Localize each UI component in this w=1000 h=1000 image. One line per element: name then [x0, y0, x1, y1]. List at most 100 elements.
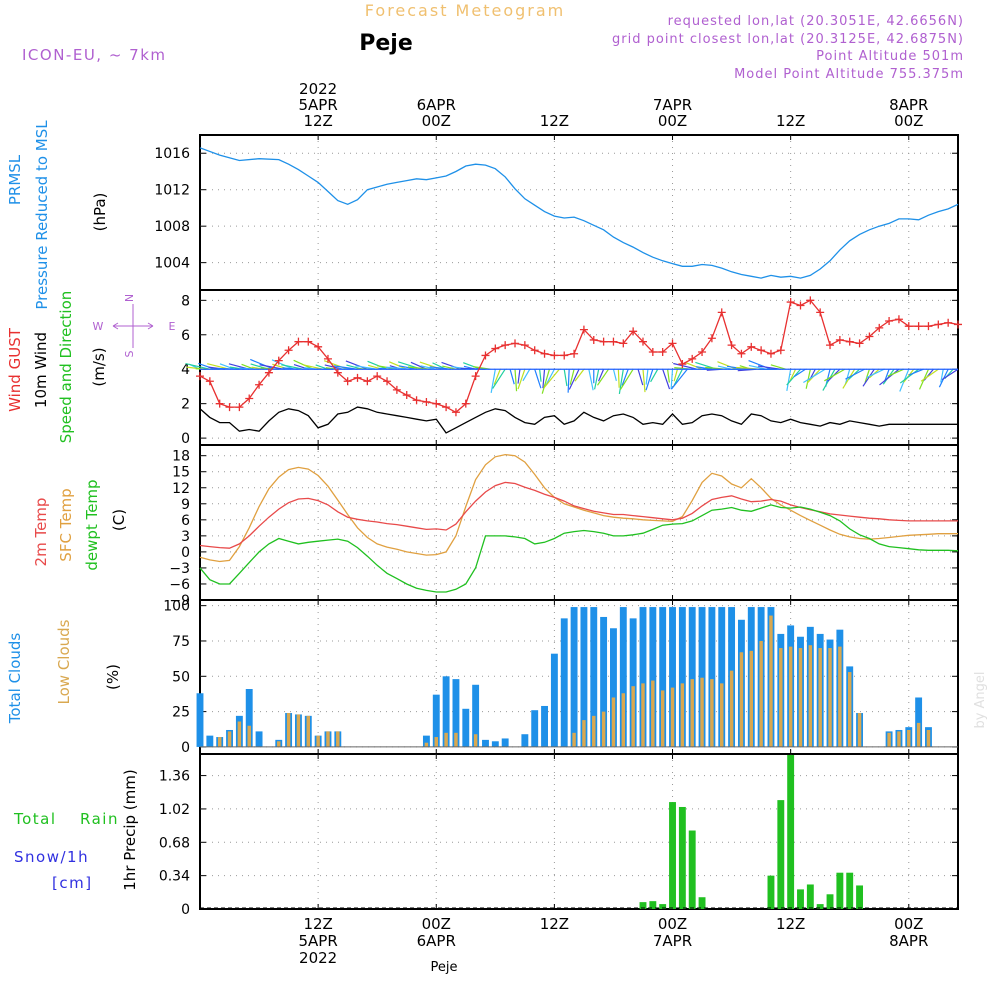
wind-direction-arrow	[389, 361, 407, 370]
pressure-line	[199, 147, 959, 279]
wind-direction-arrow	[514, 369, 518, 392]
wind-direction-arrow	[686, 362, 703, 370]
time-tick-label: 00Z	[658, 112, 687, 130]
wind-direction-arrow	[541, 369, 551, 394]
requested-coords: requested lon,lat (20.3051E, 42.6656N)	[668, 14, 964, 29]
wind-direction-arrow	[645, 369, 654, 391]
wind-tick-label: 6	[181, 328, 190, 344]
gust-marker	[668, 339, 677, 348]
wind-gust-label: Wind GUST	[6, 327, 24, 412]
precip-bar	[688, 830, 696, 909]
wind-direction-arrow	[618, 369, 624, 395]
precip-bar	[649, 901, 657, 909]
low-cloud-bar	[306, 715, 311, 747]
low-cloud-bar	[601, 711, 606, 747]
low-cloud-bar	[749, 650, 753, 747]
temp-tick-label: 6	[181, 513, 190, 529]
wind-direction-arrow	[920, 368, 939, 382]
wind-direction-arrow	[345, 360, 368, 370]
low-cloud-bar	[641, 683, 645, 747]
gust-marker	[796, 301, 805, 310]
time-tick-label: 7APR	[653, 96, 692, 114]
gust-marker	[766, 349, 775, 358]
pressure-label: PRMSL	[6, 154, 24, 205]
total-cloud-bar	[915, 697, 923, 747]
wind-direction-arrow	[509, 369, 515, 385]
low-cloud-bar	[700, 677, 704, 747]
gust-marker	[894, 315, 903, 324]
time-tick-label: 00Z	[658, 915, 687, 933]
low-cloud-bar	[887, 732, 891, 747]
pressure-tick-label: 1008	[154, 219, 190, 235]
low-cloud-bar	[680, 683, 685, 747]
gust-marker	[353, 373, 362, 382]
wind-direction-arrow	[302, 364, 324, 370]
gust-marker	[638, 337, 647, 346]
low-cloud-bar	[473, 734, 478, 747]
wind-direction-arrow	[597, 368, 605, 382]
pressure-tick-label: 1012	[154, 183, 190, 199]
total-cloud-bar	[580, 607, 588, 747]
low-cloud-bar	[798, 648, 803, 747]
point-altitude: Point Altitude 501m	[816, 49, 964, 64]
gust-marker	[471, 372, 480, 381]
cloud-tick-label: 25	[172, 705, 190, 721]
gust-marker	[461, 399, 470, 408]
temp-tick-label: 12	[172, 481, 190, 497]
total-cloud-bar	[196, 693, 204, 747]
wind-direction-arrow	[845, 368, 865, 380]
gust-marker	[904, 322, 913, 331]
wind-direction-arrow	[662, 369, 671, 390]
time-tick-label: 2022	[299, 80, 337, 98]
low-cloud-bar	[759, 640, 763, 747]
gust-marker	[481, 351, 490, 360]
gust-marker	[304, 337, 313, 346]
low-cloud-bar	[660, 690, 665, 747]
wind-direction-arrow	[517, 369, 526, 390]
gust-marker	[442, 403, 451, 412]
precip-bar	[856, 885, 864, 909]
low-cloud-bar	[690, 679, 694, 747]
gust-marker	[323, 354, 332, 363]
wind-direction-arrow	[563, 369, 568, 387]
time-tick-label: 00Z	[422, 915, 451, 933]
wind-direction-arrow	[786, 369, 792, 391]
wind-direction-arrow	[903, 368, 915, 383]
gust-marker	[560, 351, 569, 360]
pressure-sub-label: Pressure Reduced to MSL	[33, 120, 51, 310]
total-cloud-bar	[422, 735, 430, 747]
time-tick-label: 12Z	[303, 112, 332, 130]
gust-marker	[865, 332, 874, 341]
gust-marker	[806, 296, 815, 305]
wind-direction-arrow	[673, 369, 679, 382]
gust-marker	[363, 377, 372, 386]
low-cloud-bar	[296, 714, 301, 747]
time-tick-label: 7APR	[653, 932, 692, 950]
wind-direction-arrow	[493, 369, 501, 385]
wind-direction-arrow	[824, 368, 846, 382]
gust-marker	[255, 380, 264, 389]
precip-rain-label: Rain	[80, 810, 119, 828]
low-cloud-bar	[336, 731, 340, 747]
wind-direction-arrow	[908, 368, 924, 376]
low-cloud-label: Low Clouds	[55, 619, 73, 704]
precip-unit: 1hr Precip (mm)	[121, 769, 139, 890]
wind-direction-arrow	[569, 369, 575, 385]
cloud-tick-label: 50	[172, 669, 190, 685]
wind-direction-arrow	[463, 362, 481, 370]
precip-bar	[777, 800, 785, 909]
wind-direction-arrow	[250, 358, 275, 370]
wind-direction-arrow	[882, 368, 895, 385]
temp-tick-label: 3	[181, 529, 190, 545]
pressure-tick-label: 1004	[154, 256, 190, 272]
model-altitude: Model Point Altitude 755.375m	[734, 67, 964, 82]
precip-bar	[767, 875, 775, 909]
low-cloud-bar	[808, 645, 813, 747]
gust-marker	[845, 337, 854, 346]
temp-tick-label: 0	[181, 545, 190, 561]
precip-tick-label: 1.36	[159, 769, 190, 785]
total-cloud-bar	[482, 739, 489, 747]
low-cloud-bar	[729, 670, 734, 747]
pressure-unit: (hPa)	[91, 193, 109, 232]
